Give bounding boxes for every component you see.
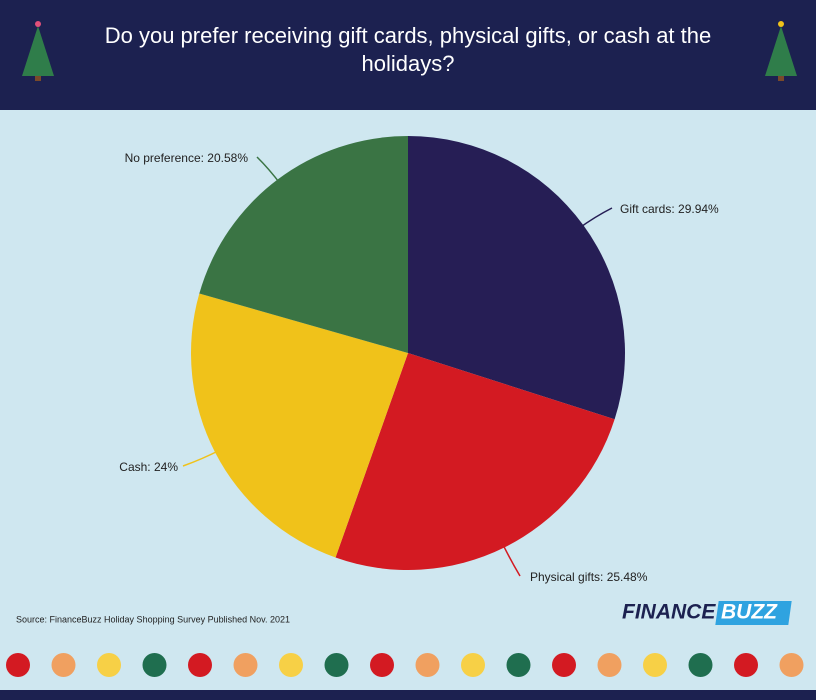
decor-dot [552,653,576,677]
leader-line [578,207,613,230]
decor-dot [142,653,167,677]
decor-dot [233,653,258,677]
leader-line [256,156,282,186]
logo-text: FINANCE [622,601,716,624]
decor-dot [461,653,485,677]
header [0,0,816,110]
pie-slice [335,353,615,571]
decor-dot [734,653,758,677]
tree-icon [765,21,797,81]
logo-text: BUZZ [721,601,778,624]
data-label: Gift cards: 29.94% [620,202,719,216]
decor-dot [51,653,76,677]
logo: FINANCE BUZZ [622,601,792,625]
pie-slice [199,136,408,353]
decor-dot [370,653,394,677]
decor-dot [643,653,667,677]
footer-bar [0,690,816,700]
decor-dot [779,653,804,677]
data-label: Cash: 24% [119,460,178,474]
source: Source: FinanceBuzz Holiday Shopping Sur… [16,614,290,624]
logo-box [715,601,792,625]
pie-slice [191,293,408,558]
decor-dot [597,653,622,677]
decor-dot [506,653,531,677]
tree-icon [22,21,54,81]
decor-dot [279,653,303,677]
pie-slice [408,136,626,420]
decor-dot [324,653,349,677]
decor-dot [415,653,440,677]
leader-line [182,449,221,467]
decor-dot [188,653,212,677]
chart-title: Do you prefer receiving gift cards, phys… [104,23,712,76]
leader-line [500,541,521,577]
decor-dot [97,653,121,677]
decor-dot [6,653,30,677]
data-label: Physical gifts: 25.48% [530,570,648,584]
data-label: No preference: 20.58% [125,151,249,165]
decor-dot [688,653,713,677]
